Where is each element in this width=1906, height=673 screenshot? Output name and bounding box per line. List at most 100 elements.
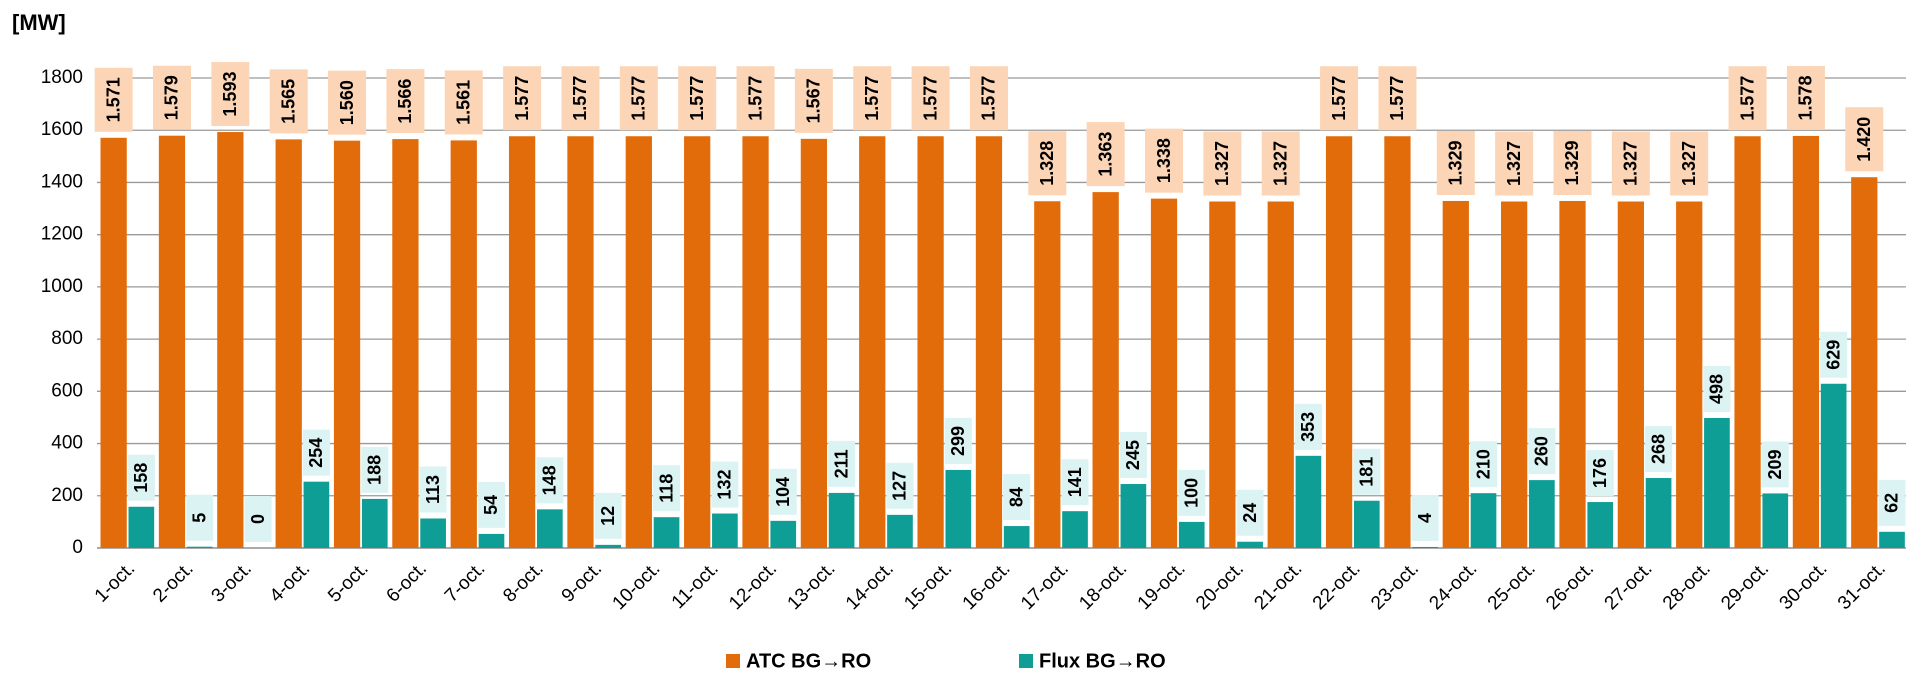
value-label-box <box>302 429 330 476</box>
bar <box>508 136 536 548</box>
bar <box>1003 526 1030 548</box>
value-label: 132 <box>715 470 735 500</box>
bar <box>800 138 828 549</box>
value-label-box <box>619 66 658 131</box>
bar <box>1645 478 1672 548</box>
y-tick-label: 1400 <box>41 171 83 192</box>
bar <box>887 514 913 548</box>
x-tick-label: 3-oct. <box>208 558 256 606</box>
bar <box>1150 198 1178 548</box>
y-tick-label: 1800 <box>41 67 83 88</box>
y-tick-label: 800 <box>51 328 83 349</box>
bar <box>567 136 594 548</box>
bar <box>158 135 186 548</box>
x-tick-label: 6-oct. <box>383 558 431 606</box>
value-label: 100 <box>1181 478 1201 508</box>
x-tick-label: 24-oct. <box>1425 558 1481 614</box>
x-tick-label: 13-oct. <box>784 558 840 614</box>
bar <box>653 517 680 548</box>
value-label-box <box>1003 474 1031 521</box>
value-label: 1.567 <box>804 78 824 123</box>
value-label: 1.327 <box>1679 141 1699 186</box>
value-label-box <box>386 69 425 134</box>
value-label: 158 <box>131 463 151 493</box>
value-label: 1.577 <box>862 76 882 121</box>
value-label-box <box>244 496 272 542</box>
value-label-box <box>477 481 505 528</box>
bar <box>1470 493 1497 548</box>
y-tick-label: 1200 <box>41 224 83 245</box>
bar <box>1587 502 1614 548</box>
value-label-box <box>94 67 133 132</box>
value-label: 1.577 <box>979 76 999 121</box>
bar <box>1501 201 1528 548</box>
value-label-box <box>711 461 739 508</box>
value-label-box <box>969 66 1008 131</box>
value-label: 1.565 <box>278 79 298 124</box>
value-label: 1.328 <box>1037 141 1057 186</box>
value-label: 127 <box>890 471 910 501</box>
value-label-box <box>1845 107 1884 172</box>
x-tick-label: 26-oct. <box>1542 558 1598 614</box>
value-label: 118 <box>656 474 676 503</box>
value-label: 1.420 <box>1854 117 1874 162</box>
value-label-box <box>269 69 308 134</box>
value-label: 498 <box>1707 374 1727 404</box>
value-label-box <box>1670 131 1709 196</box>
value-label-box <box>361 446 389 493</box>
bar <box>712 513 738 548</box>
value-label: 1.327 <box>1504 141 1524 186</box>
x-tick-label: 19-oct. <box>1134 558 1190 614</box>
value-label: 210 <box>1473 449 1493 479</box>
value-label-box <box>911 66 950 131</box>
bar <box>275 139 302 548</box>
value-label: 211 <box>831 449 851 478</box>
bar <box>361 498 388 548</box>
value-label: 188 <box>365 455 385 485</box>
value-label: 24 <box>1240 503 1260 523</box>
bar <box>1178 521 1205 548</box>
value-label: 629 <box>1823 340 1843 370</box>
x-tick-label: 8-oct. <box>499 558 547 606</box>
bar <box>333 140 361 548</box>
value-label-box <box>1761 441 1789 488</box>
bar <box>1237 541 1263 548</box>
value-label: 1.338 <box>1154 138 1174 183</box>
value-label: 1.577 <box>745 76 765 121</box>
value-label-box <box>1294 403 1322 450</box>
bar <box>1442 200 1469 548</box>
value-label-box <box>1320 66 1359 131</box>
value-label-box <box>127 454 155 501</box>
value-label: 62 <box>1882 493 1902 513</box>
bar <box>303 481 330 548</box>
value-label-box <box>444 70 483 135</box>
value-label-box <box>853 66 892 131</box>
value-label: 1.579 <box>162 75 182 120</box>
value-label: 1.327 <box>1212 141 1232 186</box>
value-label-box <box>1411 494 1439 541</box>
value-label: 1.577 <box>570 76 590 121</box>
value-label: 209 <box>1765 449 1785 479</box>
value-label: 176 <box>1590 458 1610 488</box>
x-tick-label: 12-oct. <box>725 558 781 614</box>
bar <box>917 136 944 548</box>
value-label-box <box>419 466 447 513</box>
value-label: 1.561 <box>454 80 474 125</box>
x-tick-label: 20-oct. <box>1192 558 1248 614</box>
value-label: 1.566 <box>395 79 415 124</box>
value-label-box <box>1878 479 1906 526</box>
value-label: 1.577 <box>1737 76 1757 121</box>
bar <box>1295 455 1322 548</box>
bar <box>1209 201 1236 548</box>
value-label: 113 <box>423 475 443 504</box>
value-label-box <box>1145 128 1184 193</box>
bar <box>100 137 127 549</box>
x-tick-label: 11-oct. <box>668 558 723 613</box>
x-tick-label: 18-oct. <box>1075 558 1131 614</box>
value-label: 1.329 <box>1446 140 1466 185</box>
bar <box>1704 417 1730 548</box>
x-tick-label: 5-oct. <box>324 558 372 606</box>
y-axis-label: [MW] <box>12 10 66 35</box>
value-label-box <box>794 68 833 133</box>
bar <box>945 469 972 548</box>
